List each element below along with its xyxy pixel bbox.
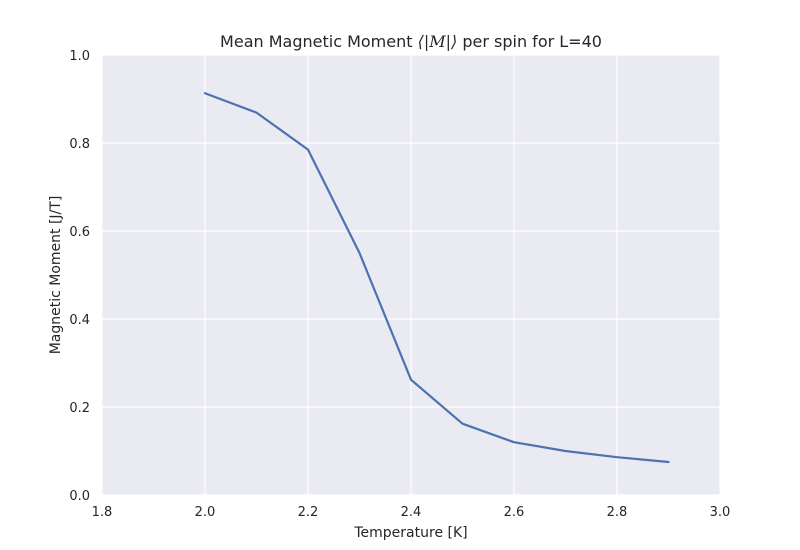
x-axis-label: Temperature [K] <box>353 525 467 541</box>
x-tick-label: 2.8 <box>607 505 628 520</box>
y-tick-label: 0.4 <box>69 313 90 328</box>
grid-lines <box>101 54 721 496</box>
x-tick-label: 2.4 <box>401 505 422 520</box>
x-tick-label: 2.0 <box>195 505 216 520</box>
series-line <box>203 92 670 464</box>
y-tick-label: 0.0 <box>69 489 90 504</box>
chart-title-suffix: per spin for L=40 <box>457 32 602 51</box>
y-axis-label: Magnetic Moment [J/T] <box>48 196 64 355</box>
x-tick-labels: 1.8 2.0 2.2 2.4 2.6 2.8 3.0 <box>92 505 731 520</box>
y-tick-label: 0.6 <box>69 225 90 240</box>
y-tick-labels: 0.0 0.2 0.4 0.6 0.8 1.0 <box>69 49 90 504</box>
x-tick-label: 2.2 <box>298 505 319 520</box>
x-tick-label: 1.8 <box>92 505 113 520</box>
chart-title-math: ⟨|M|⟩ <box>418 32 458 51</box>
y-tick-label: 1.0 <box>69 49 90 64</box>
y-tick-label: 0.8 <box>69 137 90 152</box>
series-group <box>203 92 670 464</box>
chart-title-prefix: Mean Magnetic Moment <box>220 32 418 51</box>
chart-title: Mean Magnetic Moment ⟨|M|⟩ per spin for … <box>220 32 602 51</box>
x-tick-label: 2.6 <box>504 505 525 520</box>
y-tick-label: 0.2 <box>69 401 90 416</box>
x-tick-label: 3.0 <box>710 505 731 520</box>
